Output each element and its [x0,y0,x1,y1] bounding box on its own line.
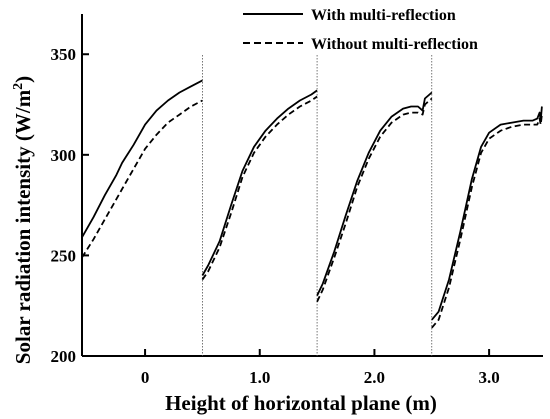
y-tick-label: 300 [51,146,77,165]
y-axis-title: Solar radiation intensity (W/m2) [11,76,35,364]
y-axis-title-main: Solar radiation intensity (W/m [11,89,35,364]
legend-label-with: With multi-reflection [311,7,456,24]
series-without-reflection-line-segment-2 [201,95,318,281]
series-without-reflection-line-segment-1 [81,99,203,258]
legend-label-without: Without multi-reflection [311,36,478,53]
plot-frame [81,14,543,357]
segment-separators [202,55,433,356]
x-tick-label: 2.0 [364,368,385,387]
y-axis-title-close: ) [11,76,35,83]
x-axis-ticks: 0 1.0 2.0 3.0 [141,349,500,387]
x-tick-label: 3.0 [478,368,499,387]
series-without-reflection-line-segment-3 [316,97,433,303]
y-axis-title-sup: 2 [11,83,26,90]
series-with-reflection-line-segment-4 [431,106,543,321]
series-layer [81,79,543,329]
x-tick-label: 1.0 [249,368,270,387]
y-axis-ticks: 200 250 300 350 [51,45,89,366]
x-tick-label: 0 [141,368,150,387]
series-with-reflection-line-segment-1 [81,79,203,238]
series-without-reflection-line-segment-4 [431,114,543,329]
x-axis-title: Height of horizontal plane (m) [165,391,437,415]
legend: With multi-reflection Without multi-refl… [243,7,478,53]
series-with-reflection-line-segment-2 [201,89,318,276]
y-tick-label: 200 [51,347,77,366]
y-tick-label: 250 [51,246,77,265]
y-tick-label: 350 [51,45,77,64]
series-with-reflection-line-segment-3 [316,91,433,296]
